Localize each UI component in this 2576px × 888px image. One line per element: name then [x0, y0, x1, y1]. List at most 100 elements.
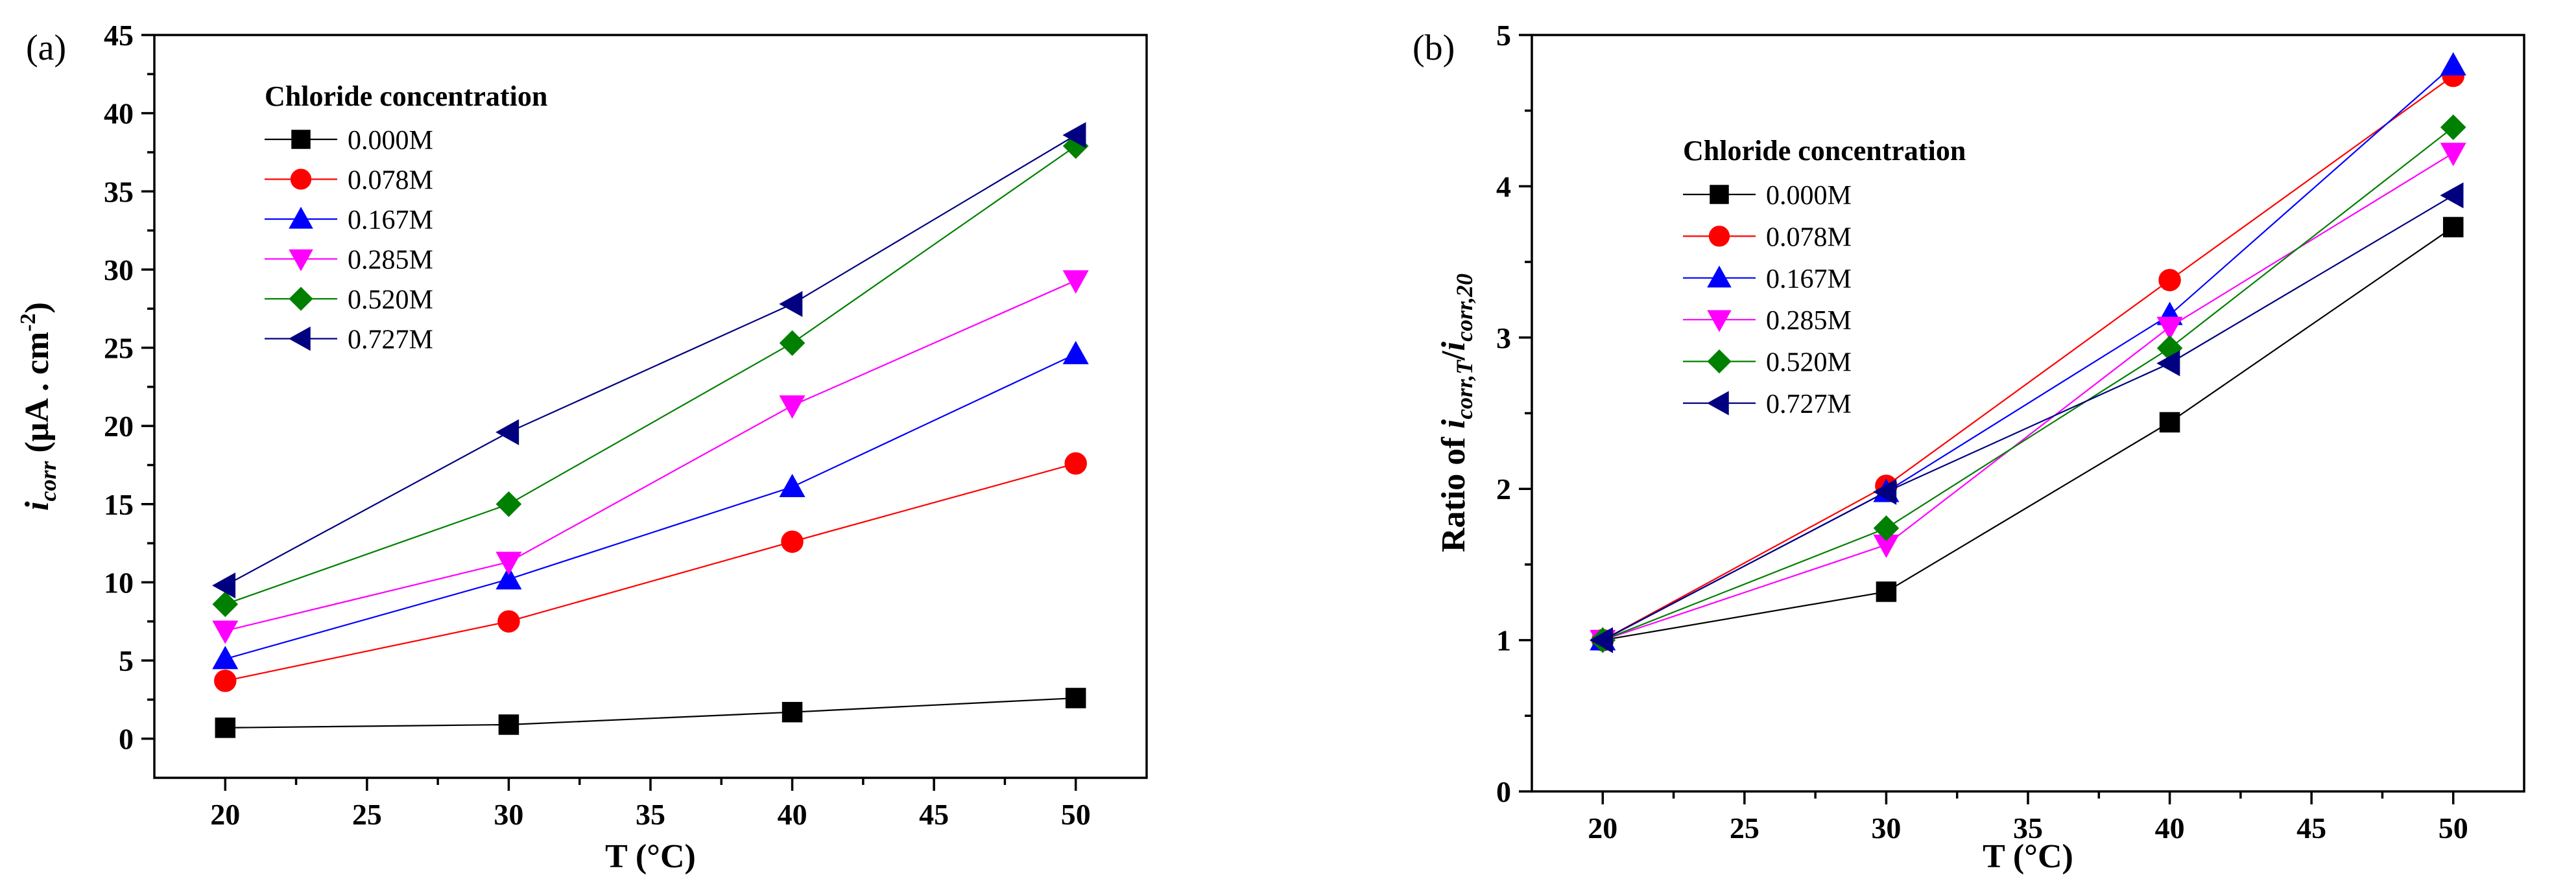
data-point [1062, 340, 1089, 364]
panel-b-y-axis-title: Ratio of icorr,T/icorr,20 [1435, 274, 1477, 552]
x-tick-label: 45 [919, 798, 949, 831]
panel-b-legend-entries: 0.000M 0.078M 0.167M 0.285M 0.520M 0.727M [1683, 181, 1852, 419]
x-tick-label: 25 [352, 798, 382, 831]
y-tick-label: 20 [104, 410, 134, 443]
data-point [495, 566, 522, 590]
legend-entry: 0.078M [265, 166, 433, 196]
y-tick-label: 5 [1496, 19, 1511, 52]
legend-entry: 0.285M [265, 246, 433, 275]
x-tick-label: 40 [778, 798, 807, 831]
legend-marker [289, 249, 313, 272]
data-point [781, 530, 804, 553]
panel-a-y-axis-title: icorr (μA . cm-2) [16, 302, 61, 511]
data-point [1064, 452, 1087, 475]
series-line [224, 145, 1077, 605]
panel-a-axes: 20 25 30 35 40 45 50 0 5 10 15 20 25 30 35 40 45 [104, 19, 1091, 831]
panel-a-ylabel-unit: (μA . cm [19, 332, 56, 462]
legend-label: 0.078M [1766, 222, 1852, 252]
legend-label: 0.727M [348, 325, 433, 355]
x-tick-label: 50 [1061, 798, 1091, 831]
legend-label: 0.167M [348, 205, 433, 235]
legend-marker [1706, 391, 1729, 415]
panel-a-ylabel-i: i [19, 501, 56, 511]
y-tick-label: 40 [104, 97, 134, 130]
data-point [211, 572, 236, 599]
x-tick-label: 25 [1730, 812, 1759, 845]
legend-marker [289, 206, 313, 229]
legend-label: 0.285M [1766, 306, 1852, 336]
y-tick-label: 4 [1496, 170, 1511, 203]
panel-b-ylabel-sub2: corr,20 [1451, 274, 1477, 342]
panel-a-ylabel-sup: -2 [16, 313, 40, 331]
data-point [212, 646, 239, 670]
series-0.078M [214, 452, 1087, 692]
data-point [1873, 478, 1897, 505]
legend-marker [1707, 265, 1732, 288]
x-tick-label: 50 [2439, 812, 2468, 845]
x-tick-label: 30 [494, 798, 523, 831]
data-point [2156, 350, 2180, 377]
data-point [2440, 143, 2466, 167]
series-line [225, 697, 1076, 729]
panel-b-ylabel-i1: i [1435, 419, 1472, 428]
data-point [497, 610, 520, 633]
data-point [495, 491, 522, 517]
legend-entry: 0.727M [1683, 390, 1852, 419]
y-tick-label: 25 [104, 332, 134, 365]
panel-b-series [1589, 52, 2466, 653]
panel-a-label: (a) [26, 28, 66, 68]
x-tick-label: 35 [2013, 812, 2043, 845]
series-0.727M [1589, 182, 2464, 653]
legend-entry: 0.520M [1683, 348, 1852, 378]
legend-marker [1707, 349, 1732, 374]
data-point [2440, 114, 2466, 141]
data-point [1062, 122, 1086, 148]
y-tick-label: 5 [119, 644, 134, 677]
series-0.520M [1590, 114, 2466, 653]
x-tick-label: 20 [1588, 812, 1617, 845]
panel-a-ylabel-close: ) [19, 302, 56, 313]
panel-a-x-axis-title: T (°C) [605, 838, 696, 875]
data-point [779, 330, 805, 356]
data-point [779, 395, 805, 419]
data-point [779, 290, 803, 317]
data-point [215, 718, 236, 738]
legend-marker [290, 169, 312, 190]
panel-b-ylabel-slash: / [1435, 351, 1472, 361]
legend-entry: 0.167M [1683, 264, 1852, 294]
legend-entry: 0.520M [265, 285, 433, 315]
legend-label: 0.520M [1766, 348, 1852, 378]
data-point [498, 714, 519, 735]
legend-entry: 0.727M [265, 325, 433, 355]
y-tick-label: 2 [1496, 473, 1511, 506]
panel-b-ylabel-prefix: Ratio of [1435, 428, 1472, 552]
legend-label: 0.167M [1766, 264, 1852, 294]
x-tick-label: 40 [2155, 812, 2185, 845]
series-line [1603, 226, 2454, 641]
y-tick-label: 1 [1496, 624, 1511, 657]
series-line [224, 134, 1077, 587]
legend-label: 0.000M [348, 126, 433, 156]
data-point [1589, 627, 1614, 653]
data-point [1065, 688, 1086, 708]
panel-a-series [211, 122, 1089, 738]
data-point [1876, 581, 1897, 602]
series-line [1602, 126, 2454, 641]
x-tick-label: 45 [2296, 812, 2326, 845]
legend-label: 0.078M [348, 166, 433, 196]
y-tick-label: 0 [119, 723, 134, 756]
data-point [2440, 182, 2464, 209]
data-point [2442, 216, 2464, 238]
series-line [1602, 152, 2454, 641]
legend-label: 0.000M [1766, 181, 1852, 211]
data-point [2440, 52, 2466, 76]
series-line [224, 353, 1077, 660]
series-0.000M [215, 688, 1086, 738]
panel-b-legend: Chloride concentration 0.000M 0.078M 0.167… [1683, 135, 1966, 419]
legend-marker [288, 326, 311, 351]
series-0.727M [211, 122, 1086, 599]
legend-label: 0.285M [348, 246, 433, 275]
data-point [2159, 412, 2180, 433]
